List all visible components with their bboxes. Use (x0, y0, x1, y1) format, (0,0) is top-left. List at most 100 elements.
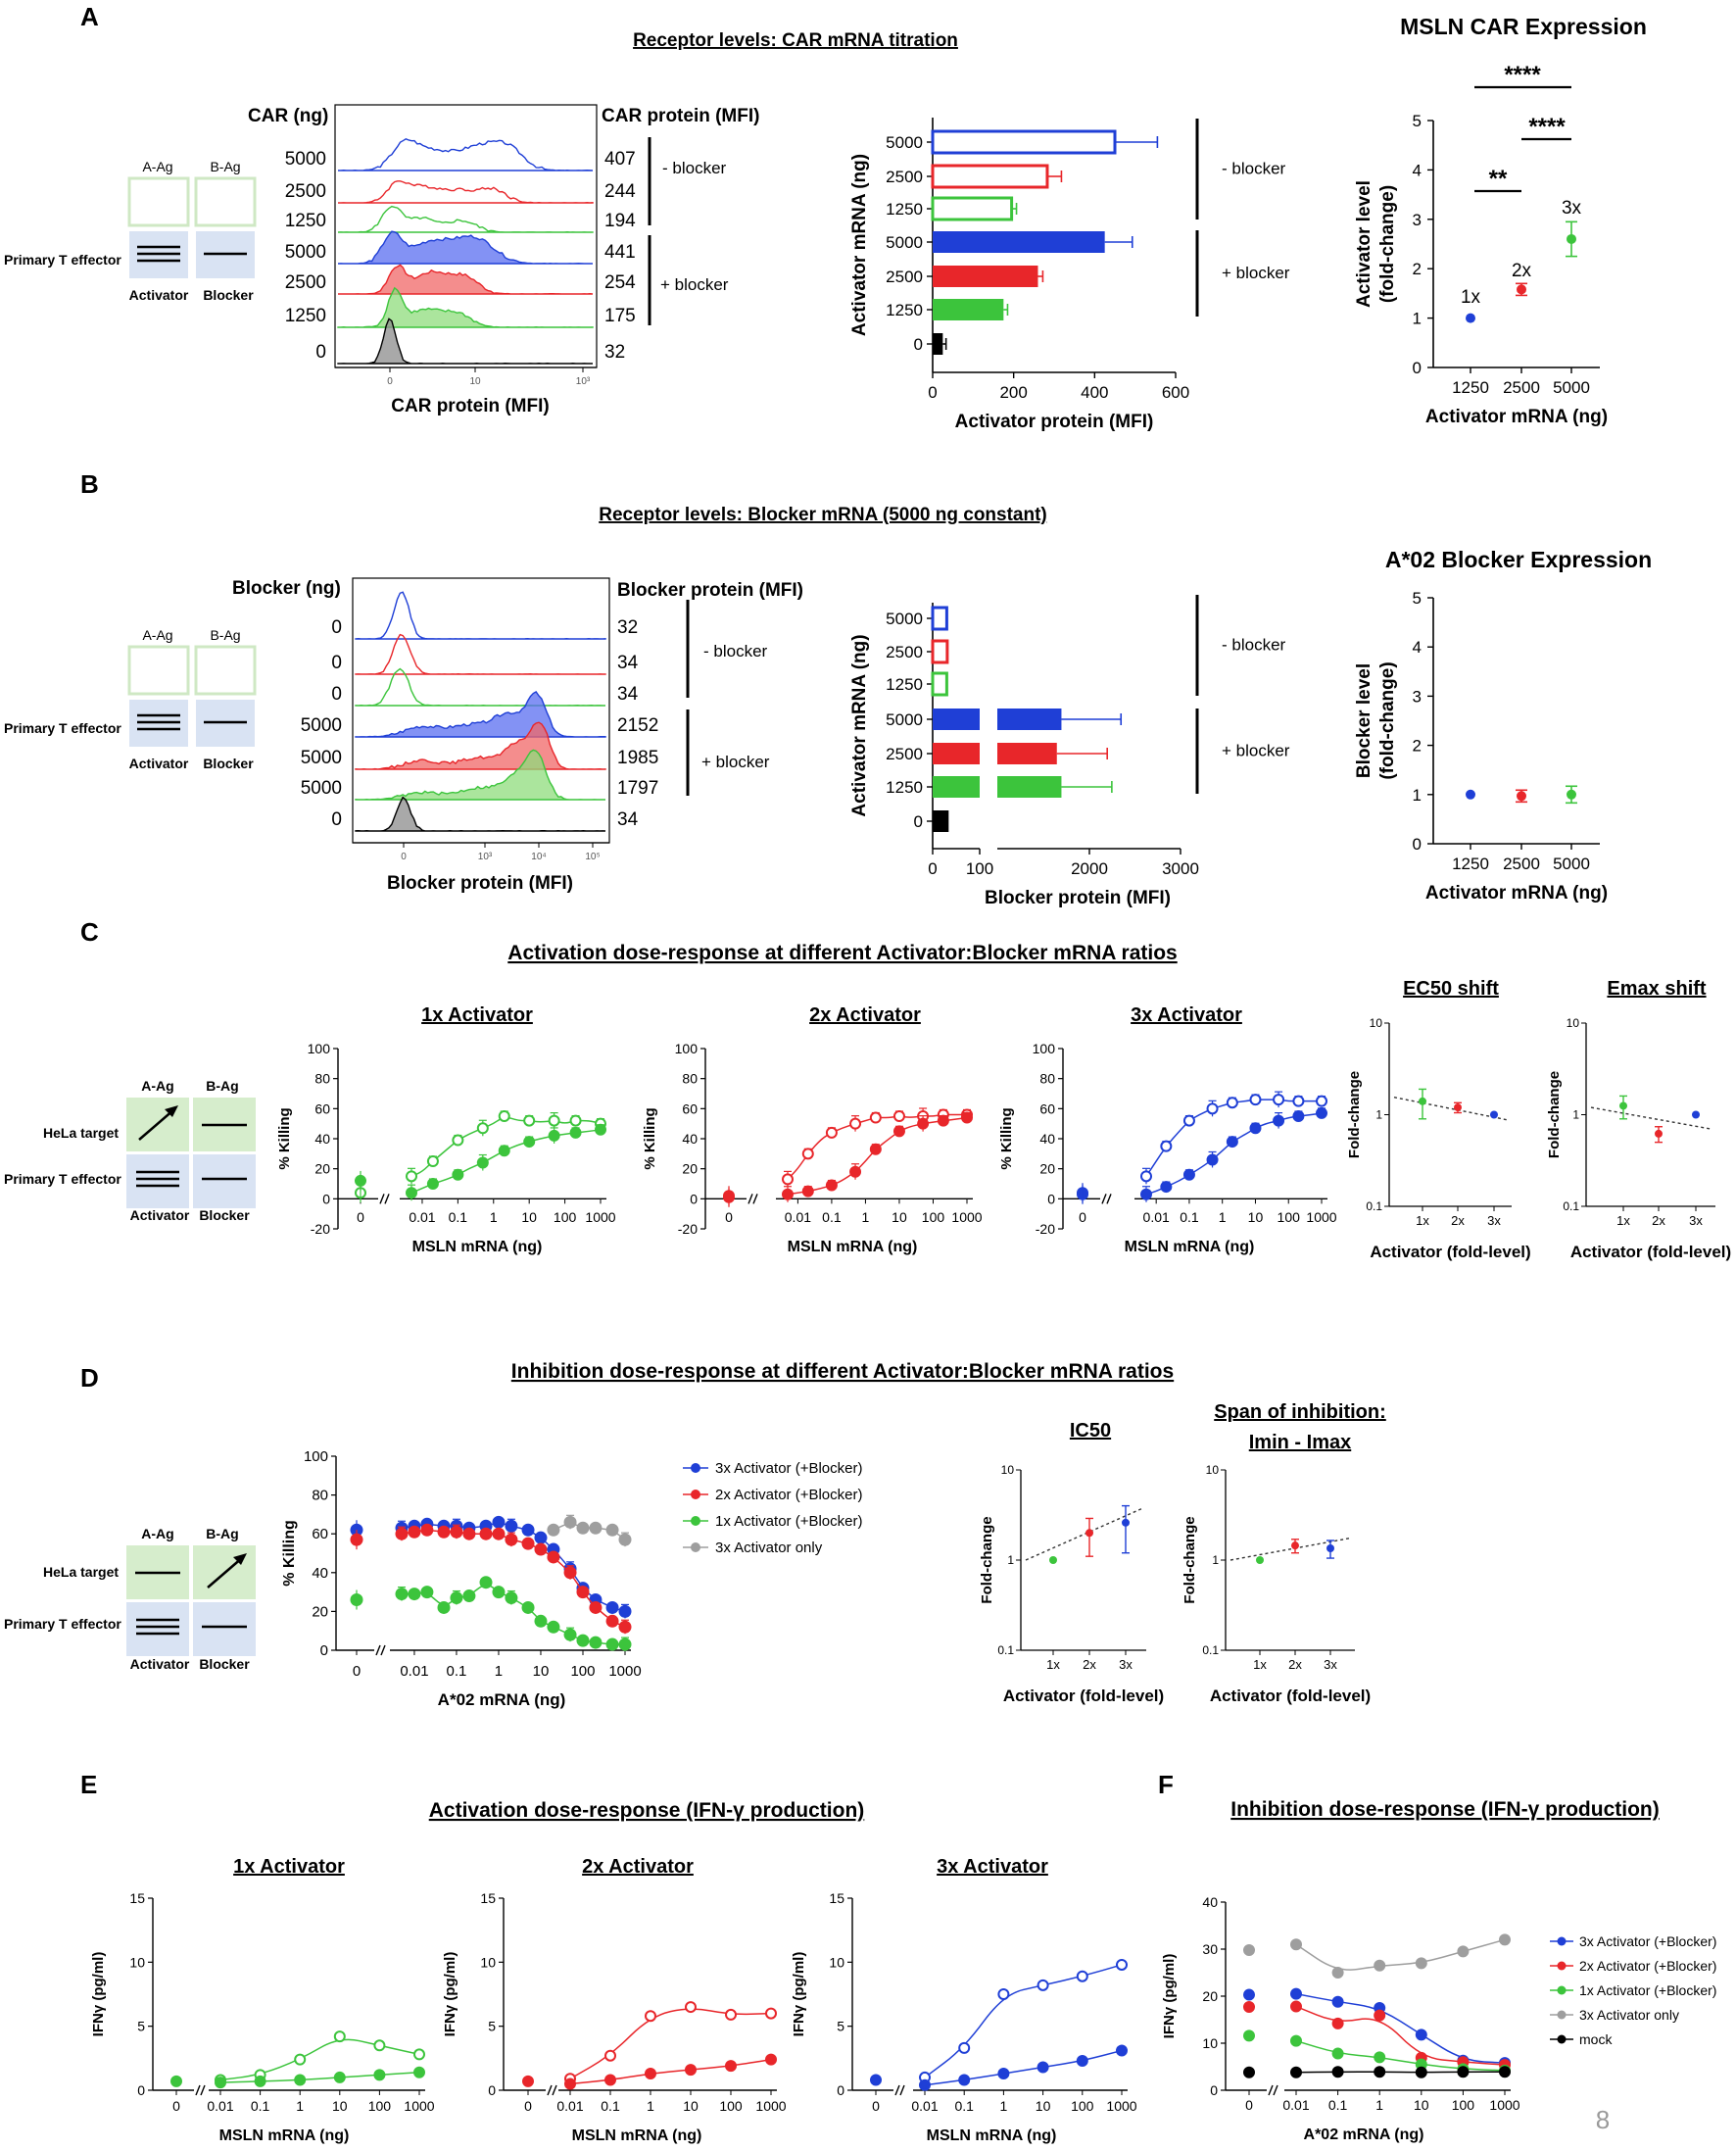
dose-point (576, 1586, 590, 1599)
bar (931, 196, 1014, 221)
dose-x-tick-label: 0.1 (251, 2098, 270, 2114)
dose-point (569, 1114, 582, 1127)
axis-break (379, 1194, 385, 1204)
dose-point (849, 1165, 862, 1178)
hist-row-amount: 5000 (301, 715, 342, 736)
dose-point (505, 1519, 518, 1533)
dose-point (534, 1531, 548, 1544)
hist-row-mfi: 34 (617, 809, 639, 830)
dose-x-tick-label: 10 (533, 1663, 550, 1680)
dose-point (892, 1125, 905, 1138)
diagram-a-effector: Primary T effector (4, 252, 121, 268)
fold-y-tick-label: 3 (1413, 687, 1422, 706)
bar (933, 810, 949, 832)
dose-y-tick-label: -20 (678, 1221, 698, 1237)
axis-break (1106, 1194, 1112, 1204)
diagram-c-effector: Primary T effector (4, 1171, 121, 1187)
dose-point (1457, 1945, 1470, 1958)
dose-point (1290, 1987, 1302, 2000)
dose-point (408, 1525, 421, 1539)
fold-x-tick-label: 5000 (1553, 855, 1590, 873)
chart-d-ic50: 0.1 1 10 1x 2x 3x Activator (fold-level) Fold-c… (979, 1463, 1164, 1705)
dose-y-tick-label: 80 (1039, 1071, 1055, 1087)
dose-point (765, 2007, 777, 2020)
chart-e3: 0 5 10 15 0 0.01 0.1 1 10 100 1000 MSLN mRNA (ng) IF… (791, 1890, 1137, 2144)
dose-x-tick-label: 10 (1414, 2097, 1429, 2113)
dose-point (413, 2066, 425, 2078)
dose-point (450, 1591, 463, 1605)
dose-point (605, 1523, 619, 1537)
dose-x-tick-label: 1000 (1489, 2097, 1519, 2113)
hist-curve (337, 286, 594, 328)
dose-x-tick-label: 0 (357, 1209, 364, 1225)
diagram-d-blocker: Blocker (199, 1656, 250, 1672)
dose-point (505, 1591, 518, 1605)
hist-curve (338, 138, 594, 171)
dose-point (492, 1527, 506, 1540)
hist-tick-label: 10⁵ (585, 852, 600, 862)
logfold-trend (1590, 1106, 1712, 1130)
hist-curve (355, 633, 606, 675)
dose-xlabel: MSLN mRNA (ng) (219, 2127, 350, 2144)
dose-ylabel: IFNγ (pg/ml) (90, 1952, 107, 2037)
dose-point (1499, 1933, 1511, 1946)
fold-point (1567, 789, 1576, 800)
legend-label: 1x Activator (+Blocker) (1579, 1982, 1716, 1998)
axis-break (899, 2084, 905, 2096)
dose-point (1316, 1106, 1327, 1119)
hist-tick-label: 10³ (576, 376, 591, 387)
diagram-a: A-Ag B-Ag Primary T effector Activator B… (4, 159, 257, 303)
dose-point (492, 1586, 506, 1599)
bar-category-label: 2500 (886, 168, 923, 186)
fold-xlabel: Activator mRNA (ng) (1425, 883, 1608, 904)
chart-b-fold: 0 1 2 3 4 5 1250 2500 5000 Activator mRNA (ng) Blo… (1354, 589, 1608, 904)
fold-x-tick-label: 2500 (1503, 378, 1540, 397)
dose-y-tick-label: 40 (314, 1131, 330, 1147)
panel-d-title: Inhibition dose-response at different Ac… (511, 1360, 1174, 1383)
dose-curve (219, 2038, 420, 2081)
dose-x-tick-label: 100 (1278, 1209, 1301, 1225)
dose-point (958, 2074, 971, 2086)
hist-row-mfi: 32 (617, 617, 638, 638)
dose-point (825, 1179, 838, 1192)
chart-c-emax: 0.1 1 10 1x 2x 3x Activator (fold-level) Fold-c… (1546, 1016, 1731, 1261)
dose-point (645, 2068, 656, 2080)
dose-point (534, 1542, 548, 1556)
dose-curve (219, 2071, 420, 2083)
dose-point (849, 1117, 862, 1130)
panel-d-span-title-2: Imin - Imax (1249, 1432, 1351, 1453)
hist-b-xlabel: Blocker protein (MFI) (387, 873, 573, 894)
bar-category-label: 5000 (886, 133, 923, 152)
hist-row-mfi: 32 (604, 342, 625, 363)
chart-a-bar: 5000 2500 1250 5000 2500 1250 0 0 200 400 600 Activ… (849, 118, 1290, 432)
logfold-ylabel: Fold-change (1181, 1516, 1198, 1603)
hist-b-plus: + blocker (701, 753, 770, 771)
logfold-point (1122, 1518, 1130, 1527)
bar (933, 709, 980, 730)
dose-x-tick-label: 0.01 (556, 2098, 583, 2114)
dose-ylabel: % Killing (998, 1107, 1015, 1169)
chart-e2: 0 5 10 15 0 0.01 0.1 1 10 100 1000 MSLN mRNA (ng) IF… (442, 1890, 787, 2144)
hist-row-mfi: 254 (604, 272, 636, 293)
diagram-a-activator: Activator (129, 287, 189, 303)
dose-point (595, 1123, 606, 1136)
dose-point (1273, 1094, 1285, 1106)
panel-a-letter: A (80, 2, 99, 31)
dose-point (452, 1134, 464, 1147)
diagram-c-activator: Activator (130, 1207, 190, 1223)
hist-a-plus: + blocker (660, 275, 729, 294)
fold-ylabel: Blocker level (1354, 663, 1374, 778)
dose-y-tick-label: 40 (312, 1565, 328, 1582)
legend-marker (1557, 1985, 1567, 1995)
dose-x-tick-label: 0 (172, 2098, 180, 2114)
fold-ylabel: Activator level (1354, 180, 1374, 308)
chart-f: 0 10 20 30 40 0 0.01 0.1 1 10 100 1000 A*02 mRNA (ng… (1161, 1894, 1520, 2143)
panel-c-letter: C (80, 917, 99, 947)
dose-point (1499, 2066, 1511, 2078)
dose-point (1331, 1967, 1344, 1979)
dose-x-tick-label: 0.01 (400, 1663, 428, 1680)
dose-point (498, 1110, 510, 1122)
dose-point (1182, 1114, 1195, 1127)
